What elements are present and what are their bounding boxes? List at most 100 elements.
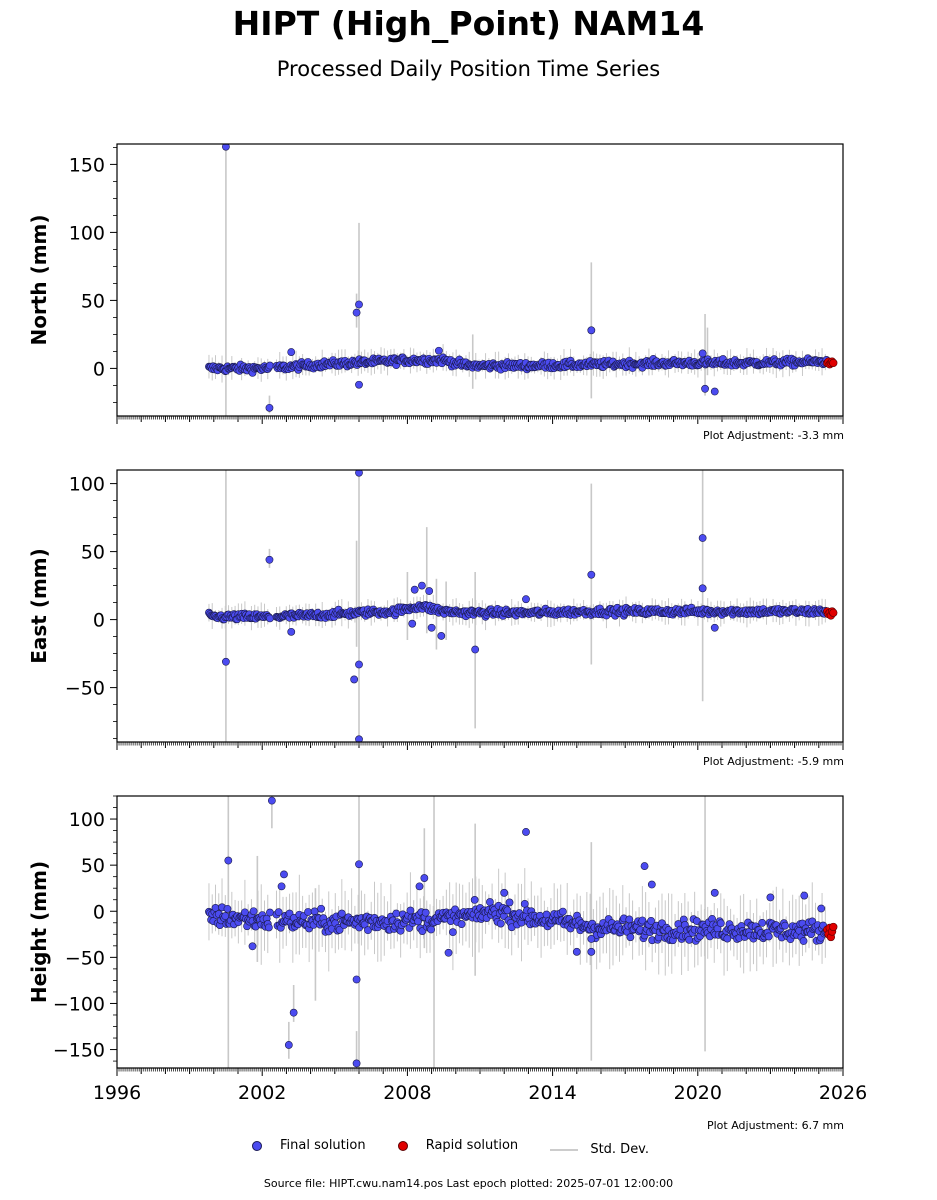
legend-item-rapid: Rapid solution	[397, 1138, 519, 1153]
final-solution-point	[470, 896, 479, 904]
x-tick-label: 2008	[383, 1082, 431, 1104]
x-tick-label: 1996	[93, 1082, 141, 1104]
final-solution-point	[352, 975, 361, 984]
x-tick-label: 2026	[819, 1082, 867, 1104]
final-solution-point	[265, 403, 274, 412]
y-tick-label: 50	[81, 855, 105, 877]
final-solution-point	[710, 888, 719, 897]
final-solution-point	[587, 935, 596, 943]
final-solution-point	[647, 880, 656, 889]
final-solution-point	[522, 595, 530, 604]
height-axis-label: Height (mm)	[27, 861, 51, 1003]
final-solution-point	[444, 948, 453, 957]
final-solution-point	[587, 326, 596, 335]
final-solution-point	[265, 555, 274, 564]
legend-label-rapid: Rapid solution	[425, 1138, 519, 1153]
y-tick-label: −50	[65, 678, 105, 700]
final-solution-point	[425, 587, 434, 595]
final-solution-point	[723, 934, 732, 943]
final-solution-point	[264, 923, 273, 932]
y-tick-label: 150	[69, 154, 105, 176]
final-solution-point	[287, 627, 296, 636]
final-solution-point	[222, 144, 230, 151]
final-solution-point	[355, 300, 363, 309]
y-tick-label: −150	[53, 1040, 105, 1062]
rapid-solution-marker-icon	[397, 1140, 408, 1151]
final-solution-point	[638, 916, 647, 925]
final-solution-point	[427, 925, 436, 934]
final-solution-point	[274, 908, 283, 917]
y-tick-label: 50	[81, 542, 105, 564]
legend-item-final: Final solution	[252, 1138, 366, 1153]
final-solution-point	[448, 928, 457, 937]
final-solution-point	[647, 916, 655, 925]
east-axis-label: East (mm)	[27, 548, 51, 664]
final-solution-marker-icon	[252, 1140, 262, 1151]
final-solution-point	[520, 899, 529, 908]
final-solution-point	[698, 534, 707, 542]
y-tick-label: 50	[81, 290, 105, 312]
final-solution-point	[266, 614, 274, 623]
final-solution-point	[223, 904, 232, 913]
final-solution-point	[406, 906, 415, 915]
final-solution-point	[817, 904, 826, 913]
final-solution-point	[503, 906, 512, 915]
north-axis-label: North (mm)	[27, 214, 51, 345]
final-solution-point	[716, 919, 725, 928]
final-solution-point	[221, 657, 230, 666]
rapid-solution-point	[829, 922, 838, 932]
final-solution-point	[587, 947, 596, 956]
final-solution-point	[698, 584, 707, 593]
final-solution-point	[392, 909, 401, 918]
final-solution-point	[522, 828, 530, 836]
legend-label-std: Std. Dev.	[590, 1142, 650, 1157]
final-solution-point	[248, 942, 257, 951]
east-plot-area	[205, 470, 838, 742]
final-solution-point	[558, 907, 567, 916]
final-solution-point	[496, 919, 505, 928]
final-solution-point	[471, 645, 480, 654]
chart-subtitle: Processed Daily Position Time Series	[276, 57, 661, 81]
x-tick-label: 2020	[674, 1082, 722, 1104]
final-solution-point	[304, 908, 312, 916]
final-solution-point	[799, 937, 808, 945]
y-tick-label: 0	[93, 610, 105, 632]
height-plot-area	[205, 796, 838, 1068]
height-panel: −150 −100 −50 0 50 100 Height (mm) 1996 2002 2008…	[27, 795, 867, 1104]
final-solution-point	[500, 888, 509, 897]
legend-label-final: Final solution	[280, 1138, 366, 1153]
final-solution-point	[249, 907, 258, 916]
final-solution-point	[408, 619, 417, 628]
chart-title: HIPT (High_Point) NAM14	[232, 4, 705, 43]
final-solution-point	[434, 346, 443, 355]
final-solution-point	[572, 947, 581, 956]
final-solution-point	[420, 874, 429, 882]
final-solution-point	[710, 387, 719, 396]
final-solution-point	[266, 361, 274, 370]
final-solution-point	[355, 860, 363, 869]
final-solution-point	[505, 898, 514, 907]
final-solution-point	[355, 380, 363, 389]
east-panel: −50 0 50 100 East (mm)	[27, 469, 844, 750]
y-tick-label: −50	[65, 947, 105, 969]
y-tick-label: 0	[93, 901, 105, 923]
final-solution-point	[335, 925, 344, 934]
final-solution-point	[800, 891, 809, 900]
final-solution-point	[352, 1059, 361, 1068]
final-solution-point	[280, 870, 288, 879]
chart-legend: Final solution Rapid solution Std. Dev.	[252, 1138, 677, 1157]
final-solution-point	[277, 882, 286, 891]
final-solution-point	[427, 623, 436, 632]
north-plot-adjustment: Plot Adjustment: -3.3 mm	[703, 429, 844, 442]
final-solution-point	[410, 585, 419, 594]
final-solution-point	[758, 918, 767, 927]
east-plot-adjustment: Plot Adjustment: -5.9 mm	[703, 755, 844, 768]
final-solution-point	[355, 470, 363, 477]
x-tick-label: 2014	[528, 1082, 576, 1104]
final-solution-point	[710, 623, 719, 632]
final-solution-point	[240, 908, 249, 917]
y-tick-label: 100	[69, 222, 105, 244]
final-solution-point	[267, 796, 276, 805]
final-solution-point	[437, 632, 446, 640]
